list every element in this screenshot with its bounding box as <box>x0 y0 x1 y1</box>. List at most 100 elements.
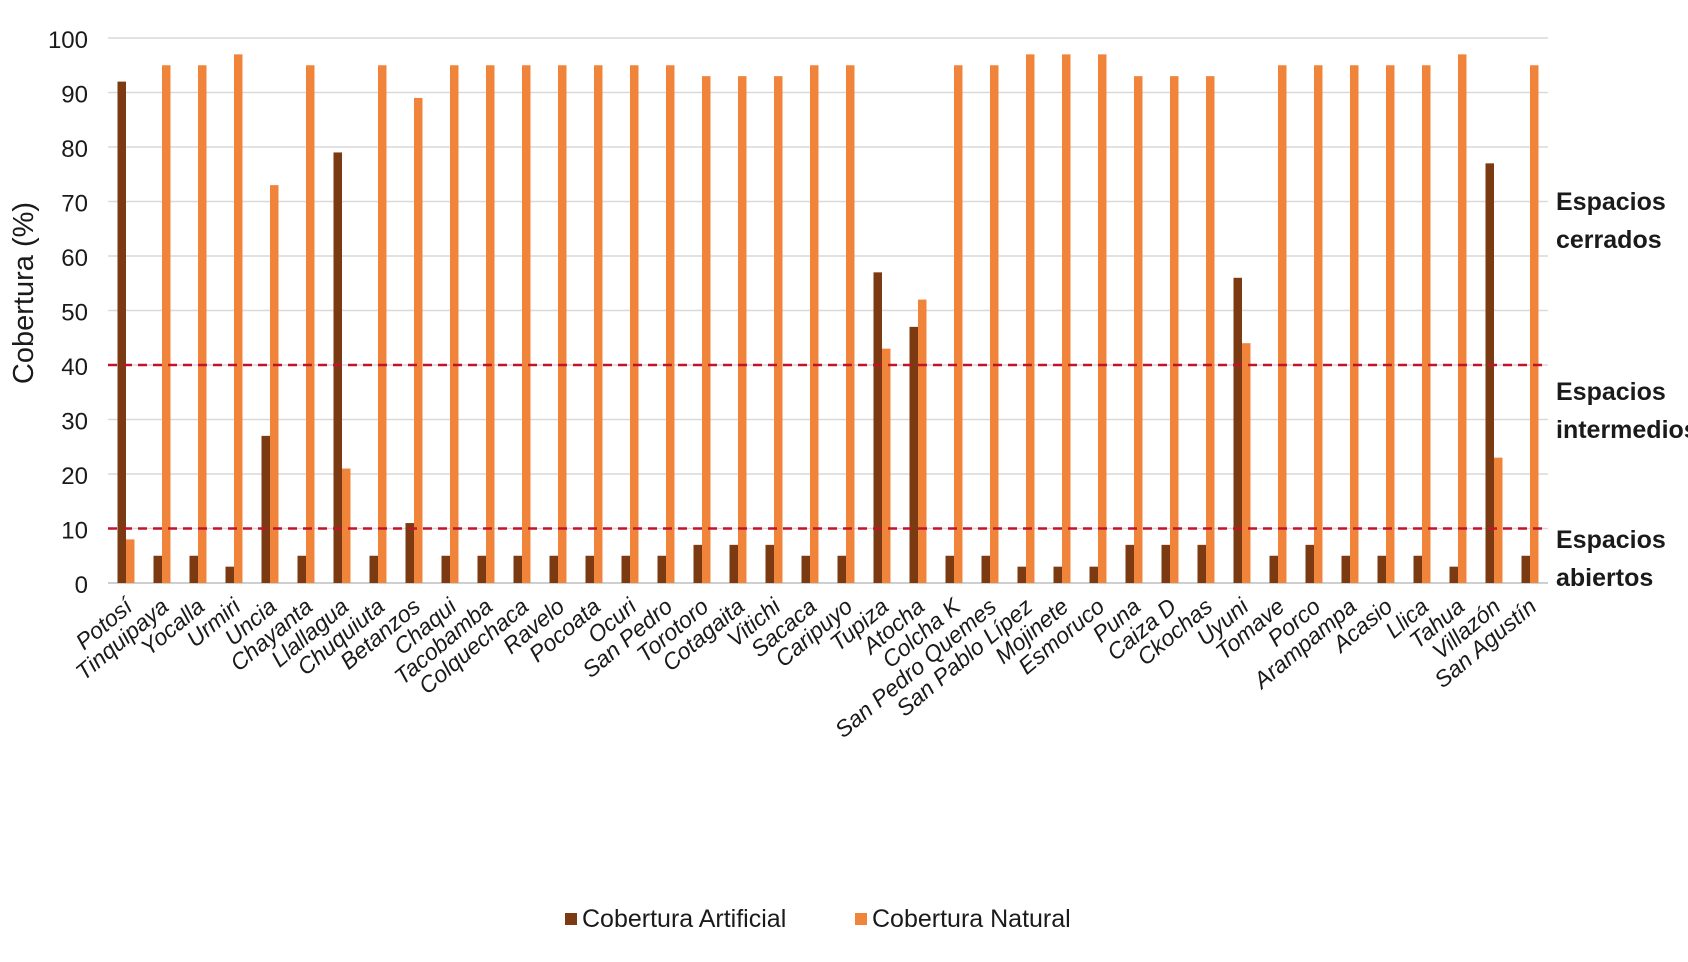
legend-swatch <box>565 913 577 925</box>
bar-artificial <box>1413 555 1422 583</box>
zone-label: cerrados <box>1556 226 1662 254</box>
bar-artificial <box>1125 544 1134 583</box>
legend-label: Cobertura Natural <box>872 905 1071 933</box>
y-tick-label: 70 <box>61 191 88 218</box>
bar-natural <box>594 65 603 583</box>
bar-artificial <box>657 555 666 583</box>
bar-natural <box>846 65 855 583</box>
y-tick-label: 10 <box>61 518 88 545</box>
bar-natural <box>522 65 531 583</box>
bar-natural <box>1314 65 1323 583</box>
x-axis-ticks: PotosíTinquipayaYocallaUrmiriUnciaChayan… <box>70 591 1541 742</box>
y-tick-label: 30 <box>61 409 88 436</box>
bar-artificial <box>765 544 774 583</box>
y-tick-label: 80 <box>61 136 88 163</box>
y-tick-label: 20 <box>61 463 88 490</box>
bar-natural <box>126 539 135 583</box>
zone-label: Espacios <box>1556 188 1666 216</box>
bar-artificial <box>909 326 918 583</box>
bar-artificial <box>1341 555 1350 583</box>
y-tick-label: 100 <box>48 27 88 54</box>
bar-natural <box>918 299 927 583</box>
bar-natural <box>270 185 279 583</box>
bar-natural <box>1350 65 1359 583</box>
bar-natural <box>1242 343 1251 583</box>
bar-artificial <box>297 555 306 583</box>
bar-artificial <box>693 544 702 583</box>
legend-swatch <box>855 913 867 925</box>
bar-natural <box>162 65 171 583</box>
zone-labels: Espacios cerrados Espacios intermedios Espac… <box>1556 188 1688 592</box>
reference-lines <box>108 363 1548 530</box>
bar-artificial <box>729 544 738 583</box>
bar-artificial <box>1017 566 1026 583</box>
bar-natural <box>774 76 783 584</box>
bar-artificial <box>153 555 162 583</box>
bar-artificial <box>477 555 486 583</box>
bar-artificial <box>441 555 450 583</box>
bar-natural <box>558 65 567 583</box>
y-tick-label: 50 <box>61 300 88 327</box>
bar-natural <box>630 65 639 583</box>
bar-artificial <box>801 555 810 583</box>
bar-artificial <box>1161 544 1170 583</box>
legend-label: Cobertura Artificial <box>582 905 786 933</box>
legend: Cobertura Artificial Cobertura Natural <box>565 905 1071 933</box>
bar-artificial <box>981 555 990 583</box>
bar-natural <box>1458 54 1467 584</box>
bar-artificial <box>945 555 954 583</box>
bar-artificial <box>369 555 378 583</box>
bar-natural <box>306 65 315 583</box>
bar-natural <box>486 65 495 583</box>
bar-natural <box>1278 65 1287 583</box>
zone-label: abiertos <box>1556 564 1653 592</box>
bar-natural <box>378 65 387 583</box>
bar-natural <box>342 468 351 583</box>
bar-natural <box>738 76 747 584</box>
bar-artificial <box>1449 566 1458 583</box>
bar-natural <box>1134 76 1143 584</box>
zone-label: Espacios <box>1556 378 1666 406</box>
bar-artificial <box>1053 566 1062 583</box>
bar-natural <box>990 65 999 583</box>
bar-natural <box>1530 65 1539 583</box>
bar-natural <box>810 65 819 583</box>
bar-artificial <box>333 152 342 583</box>
bar-natural <box>414 97 423 583</box>
bar-natural <box>702 76 711 584</box>
bar-natural <box>882 348 891 583</box>
bar-artificial <box>1377 555 1386 583</box>
bar-artificial <box>1305 544 1314 583</box>
bar-natural <box>1206 76 1215 584</box>
bar-natural <box>954 65 963 583</box>
bar-natural <box>1062 54 1071 584</box>
bar-artificial <box>873 272 882 583</box>
bar-artificial <box>117 81 126 583</box>
bar-natural <box>1494 457 1503 583</box>
bar-natural <box>1170 76 1179 584</box>
bar-artificial <box>837 555 846 583</box>
bar-natural <box>1098 54 1107 584</box>
zone-label: Espacios <box>1556 526 1666 554</box>
bar-artificial <box>621 555 630 583</box>
y-tick-label: 0 <box>75 572 88 599</box>
bar-natural <box>234 54 243 584</box>
y-axis-ticks: 0 10 20 30 40 50 60 70 80 90 100 <box>48 27 88 599</box>
zone-label: intermedios <box>1556 416 1688 444</box>
bar-natural <box>1026 54 1035 584</box>
bar-artificial <box>585 555 594 583</box>
bar-natural <box>666 65 675 583</box>
bar-artificial <box>1269 555 1278 583</box>
bars <box>117 54 1539 584</box>
bar-natural <box>450 65 459 583</box>
y-tick-label: 40 <box>61 354 88 381</box>
y-axis-label: Cobertura (%) <box>8 202 40 384</box>
y-tick-label: 60 <box>61 245 88 272</box>
bar-artificial <box>225 566 234 583</box>
bar-artificial <box>405 523 414 583</box>
bar-artificial <box>513 555 522 583</box>
bar-artificial <box>261 435 270 583</box>
bar-natural <box>1422 65 1431 583</box>
